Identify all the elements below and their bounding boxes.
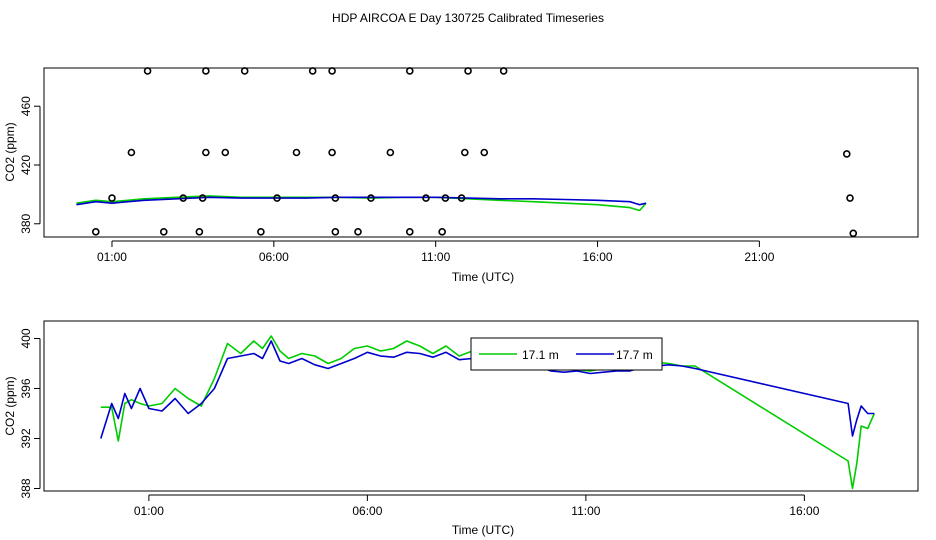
plot-area-top [43, 67, 919, 238]
data-point [127, 148, 136, 157]
y-tick-label: 380 [19, 213, 33, 233]
x-tick-label: 21:00 [744, 250, 774, 264]
legend: 17.1 m 17.7 m [470, 337, 663, 371]
y-axis-label-top: CO2 (ppm) [3, 122, 17, 181]
data-point [108, 194, 116, 202]
x-tick-label: 16:00 [583, 250, 613, 264]
panel-top-scatter: 01:00 06:00 11:00 16:00 21:00 380 420 460 Time… [3, 67, 919, 284]
data-point [143, 67, 152, 75]
data-point [367, 194, 375, 202]
y-tick-label: 388 [19, 478, 33, 498]
y-tick-label: 460 [19, 96, 33, 116]
data-point [386, 148, 395, 157]
data-point [846, 194, 854, 202]
data-point [441, 194, 450, 202]
y-tick-label: 396 [19, 378, 33, 398]
y-tick-label: 392 [19, 428, 33, 448]
data-point [328, 148, 336, 157]
plot-area-bottom [43, 320, 919, 492]
data-point [354, 228, 362, 236]
data-point [273, 194, 281, 202]
data-point [461, 148, 469, 157]
x-tick-label: 11:00 [571, 504, 600, 518]
x-axis-label-bottom: Time (UTC) [452, 523, 514, 537]
data-point [257, 228, 265, 236]
y-tick-label: 400 [19, 328, 33, 348]
data-point [91, 228, 100, 236]
data-point [328, 67, 336, 75]
points-group-top [91, 67, 858, 238]
data-point [308, 67, 317, 75]
data-point [221, 148, 230, 157]
data-point [331, 228, 340, 236]
data-point [331, 194, 340, 202]
data-point [195, 228, 204, 236]
y-axis-bottom: 388 392 396 400 [19, 328, 41, 499]
data-point [292, 148, 301, 157]
legend-label-17-1m: 17.1 m [522, 348, 559, 362]
data-point [405, 67, 414, 75]
x-axis-top: 01:00 06:00 11:00 16:00 21:00 [97, 240, 775, 264]
data-point [849, 229, 858, 238]
data-point [842, 150, 851, 158]
data-point [202, 67, 210, 75]
data-point [405, 228, 414, 236]
x-axis-label-top: Time (UTC) [452, 270, 514, 284]
series-line-blue [76, 196, 647, 206]
data-point [422, 194, 430, 202]
data-point [159, 228, 168, 236]
data-point [198, 194, 207, 202]
x-tick-label: 06:00 [352, 504, 382, 518]
data-point [202, 148, 210, 157]
x-tick-label: 01:00 [134, 504, 164, 518]
x-tick-label: 16:00 [789, 504, 819, 518]
data-point [464, 67, 472, 75]
data-point [499, 67, 508, 75]
data-point [438, 228, 446, 236]
y-axis-top: 380 420 460 [19, 96, 41, 234]
legend-label-17-7m: 17.7 m [616, 348, 653, 362]
data-point [480, 148, 489, 157]
series-group-top [76, 195, 647, 212]
data-point [179, 194, 187, 202]
x-tick-label: 01:00 [97, 250, 127, 264]
x-tick-label: 06:00 [259, 250, 289, 264]
x-tick-label: 11:00 [421, 250, 450, 264]
y-axis-label-bottom: CO2 (ppm) [3, 376, 17, 435]
figure-title: HDP AIRCOA E Day 130725 Calibrated Times… [332, 11, 604, 25]
data-point [240, 67, 249, 75]
x-axis-bottom: 01:00 06:00 11:00 16:00 [134, 494, 820, 518]
data-point [457, 194, 466, 202]
y-tick-label: 420 [19, 155, 33, 175]
panel-bottom-line: 01:00 06:00 11:00 16:00 388 392 396 400 Time (… [3, 320, 919, 537]
